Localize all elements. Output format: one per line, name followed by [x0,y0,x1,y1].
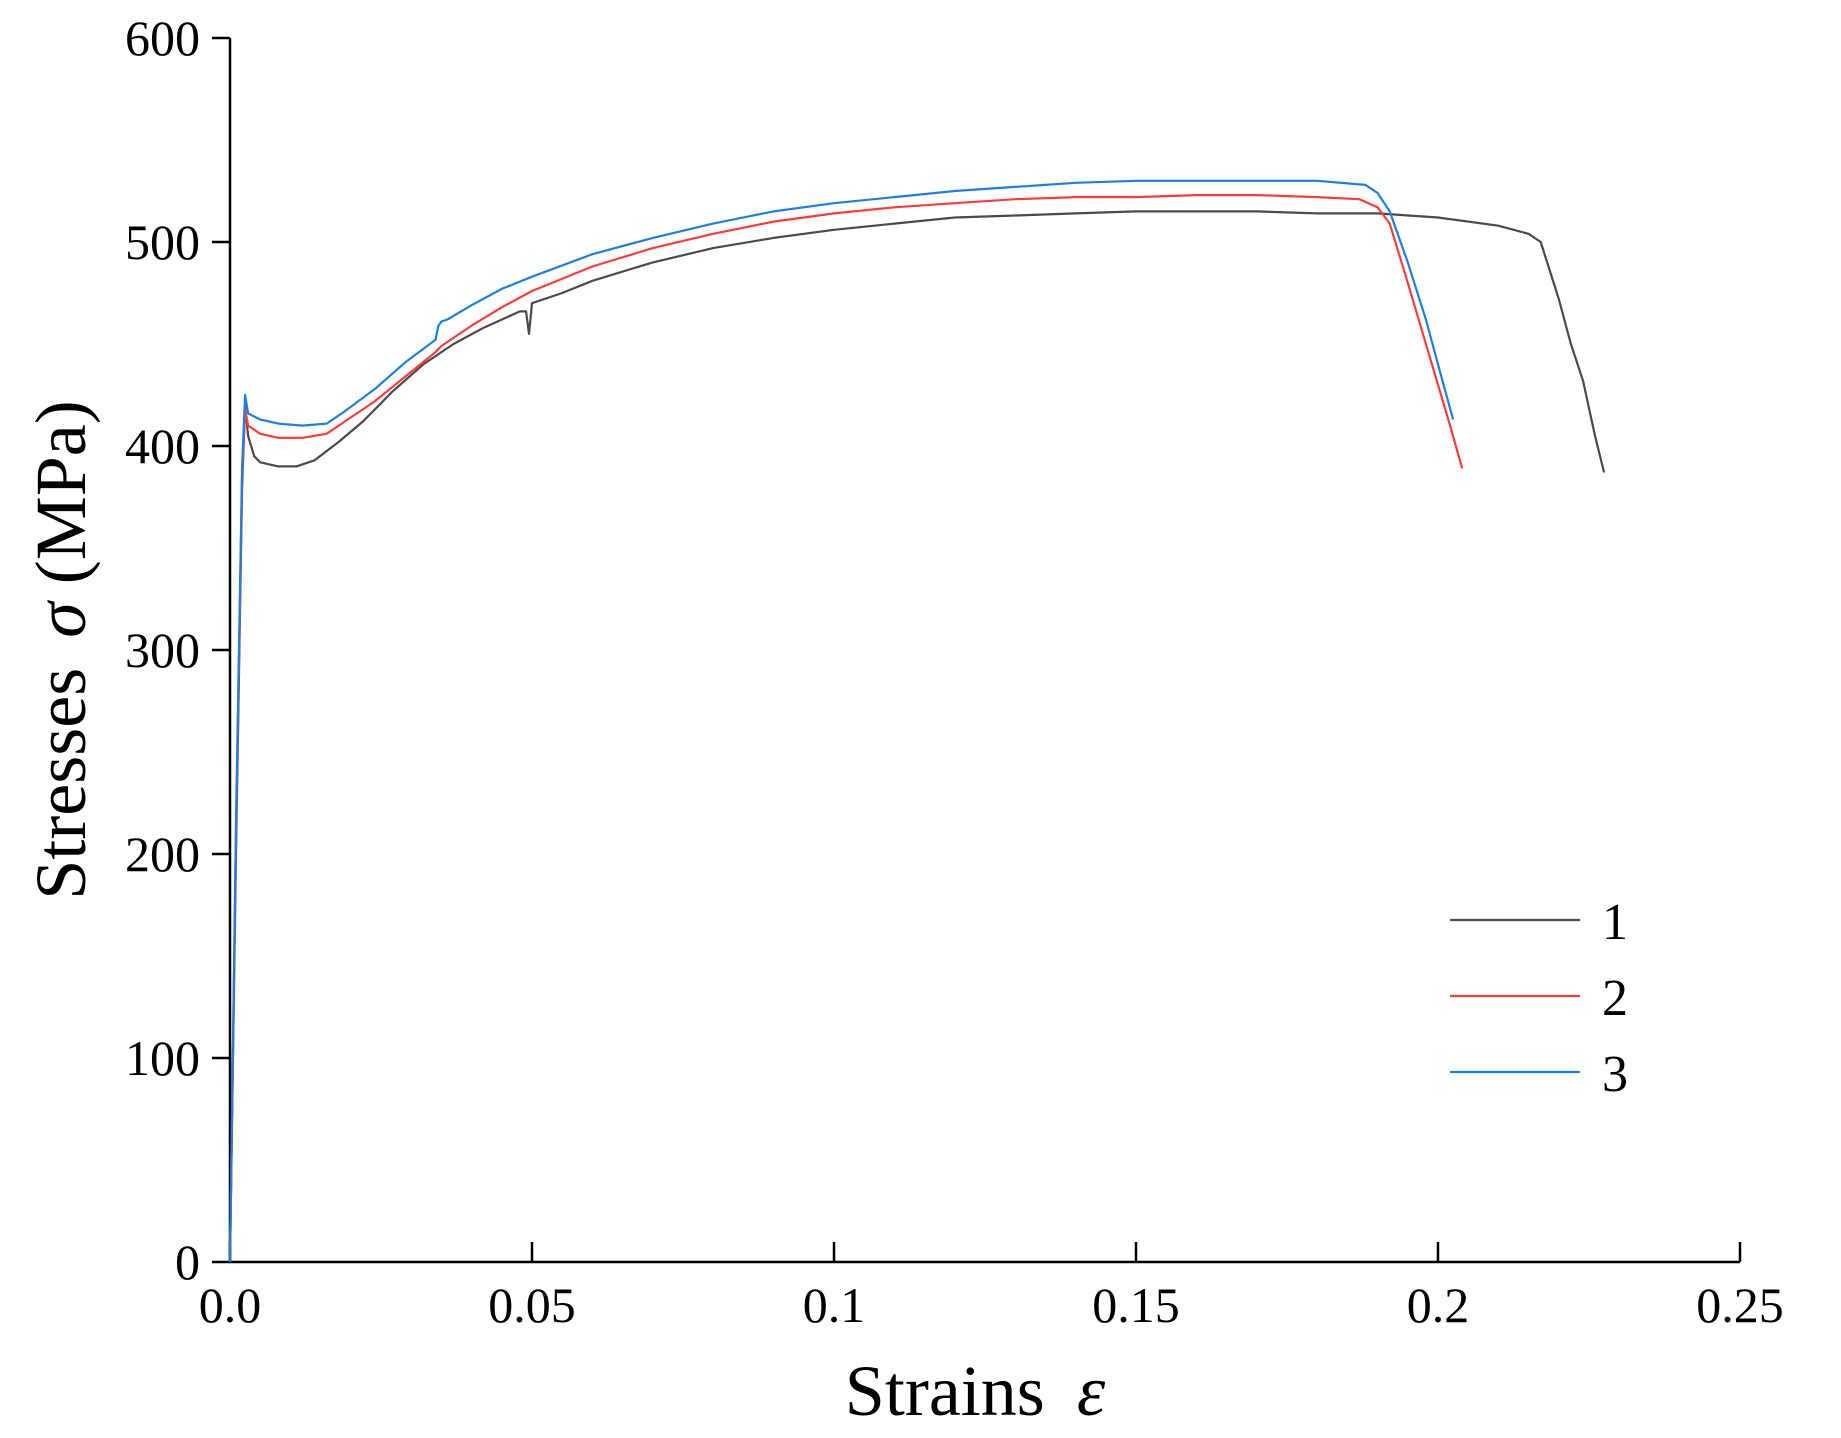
legend-label-3: 3 [1602,1046,1628,1103]
series-line-1 [228,210,1606,1263]
x-ticks: 0.0 0.05 0.1 0.15 0.2 0.25 [199,1242,1784,1333]
y-tick-label: 300 [125,622,200,678]
series-line-3 [228,179,1455,1263]
y-tick-label: 500 [125,214,200,270]
y-axis-symbol: σ [21,600,101,638]
axes [228,38,1740,1264]
y-tick-label: 600 [125,10,200,66]
x-tick-label: 0.2 [1407,1277,1470,1333]
y-axis-label: Stresses σ (MPa) [21,400,101,900]
y-axis-unit: (MPa) [21,400,101,584]
x-axis-symbol: ε [1077,1351,1106,1431]
legend-label-1: 1 [1602,894,1628,951]
y-ticks: 0 100 200 300 400 500 600 [125,10,230,1290]
x-tick-label: 0.1 [803,1277,866,1333]
x-axis-label: Strains ε [845,1351,1106,1431]
series-line-2 [228,194,1464,1263]
x-tick-label: 0.0 [199,1277,262,1333]
y-tick-label: 100 [125,1030,200,1086]
x-axis-label-text: Strains [845,1351,1045,1431]
data-series [228,179,1606,1263]
legend: 1 2 3 [1450,894,1628,1103]
x-tick-label: 0.15 [1092,1277,1180,1333]
y-axis-label-text: Stresses [21,668,101,900]
y-tick-label: 0 [175,1234,200,1290]
legend-label-2: 2 [1602,970,1628,1027]
x-tick-label: 0.25 [1696,1277,1784,1333]
y-tick-label: 400 [125,418,200,474]
x-tick-label: 0.05 [488,1277,576,1333]
y-tick-label: 200 [125,826,200,882]
